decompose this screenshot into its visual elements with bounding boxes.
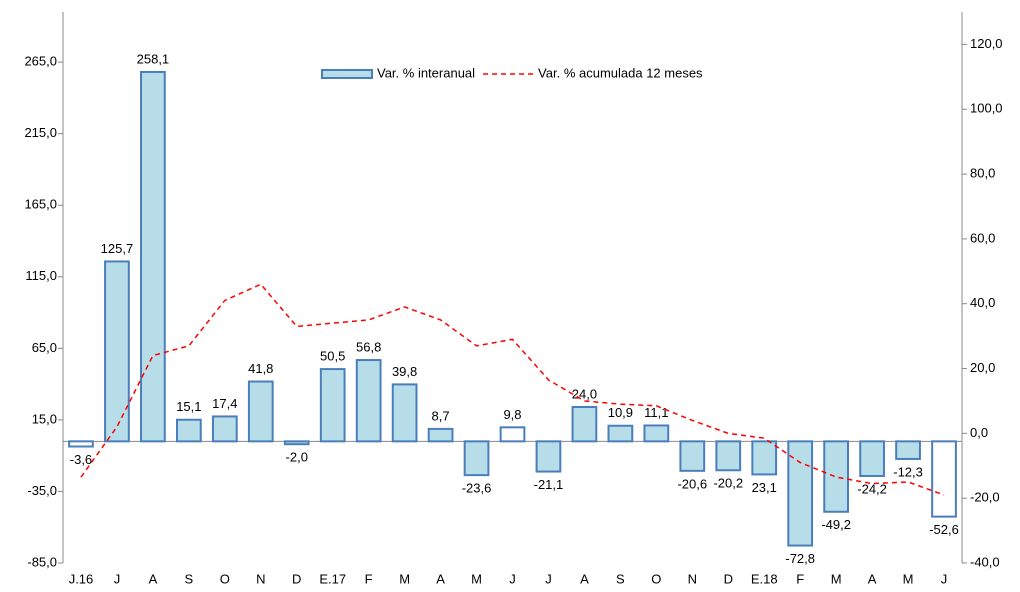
bar	[283, 440, 310, 446]
x-tick-label: O	[220, 571, 230, 586]
y2-tick-label: 120,0	[970, 36, 1003, 51]
line	[80, 283, 945, 496]
x-tick-label: J.16	[69, 571, 94, 586]
bar	[463, 440, 490, 477]
legend-label: Var. % acumulada 12 meses	[538, 65, 703, 80]
bar	[787, 440, 814, 547]
x-tick-label: A	[436, 571, 445, 586]
x-tick-label: M	[903, 571, 914, 586]
x-tick-label: A	[868, 571, 877, 586]
y2-tick-label: 80,0	[970, 165, 995, 180]
data-label: -72,8	[785, 551, 815, 566]
bar	[175, 418, 202, 443]
x-tick-label: F	[365, 571, 373, 586]
y-tick-label: 215,0	[24, 125, 57, 140]
data-label: -20,2	[713, 476, 743, 491]
data-label: -24,2	[857, 481, 887, 496]
legend-swatch	[321, 69, 373, 79]
data-label: 50,5	[320, 349, 345, 364]
x-tick-label: S	[616, 571, 625, 586]
x-tick-label: S	[185, 571, 194, 586]
y2-tick-label: 100,0	[970, 101, 1003, 116]
bar	[859, 440, 885, 477]
bar	[715, 440, 742, 472]
x-tick-label: E.17	[319, 571, 346, 586]
data-label: 41,8	[248, 361, 273, 376]
y2-tick-label: -40,0	[970, 554, 1000, 569]
data-label: -23,6	[462, 481, 492, 496]
data-label: -52,6	[929, 522, 959, 537]
x-tick-label: J	[941, 571, 948, 586]
y2-tick-label: 0,0	[970, 425, 988, 440]
x-tick-label: N	[256, 571, 265, 586]
x-tick-label: J	[114, 571, 121, 586]
data-label: 17,4	[212, 396, 237, 411]
bar	[679, 440, 706, 472]
data-label: -12,3	[893, 464, 923, 479]
y2-tick-label: 40,0	[970, 295, 995, 310]
x-tick-label: A	[149, 571, 158, 586]
data-label: 9,8	[503, 407, 521, 422]
data-label: 24,0	[572, 386, 597, 401]
bar	[499, 426, 526, 443]
y2-tick-label: 60,0	[970, 230, 995, 245]
bar	[104, 260, 130, 443]
bar	[391, 383, 418, 443]
bar	[355, 359, 382, 443]
bar	[140, 70, 166, 443]
data-label: 56,8	[356, 339, 381, 354]
bar	[607, 424, 634, 443]
y-tick-label: -85,0	[27, 554, 57, 569]
x-tick-label: M	[399, 571, 410, 586]
bar	[427, 427, 454, 443]
bar	[247, 380, 274, 443]
bar	[751, 440, 778, 476]
data-label: 11,1	[644, 405, 668, 420]
y-tick-label: -35,0	[27, 483, 57, 498]
data-label: 258,1	[137, 51, 170, 66]
data-label: -21,1	[534, 477, 564, 492]
bar	[68, 440, 94, 448]
bar	[643, 424, 670, 443]
y-tick-label: 165,0	[24, 197, 57, 212]
x-tick-label: N	[688, 571, 697, 586]
data-label: -2,0	[286, 450, 308, 465]
bar	[319, 368, 346, 443]
x-tick-label: E.18	[751, 571, 778, 586]
y-tick-label: 115,0	[25, 268, 57, 283]
x-tick-label: A	[580, 571, 589, 586]
y2-tick-label: 20,0	[970, 360, 995, 375]
y-tick-label: 15,0	[32, 411, 57, 426]
bar	[211, 415, 238, 443]
y-tick-label: 65,0	[32, 340, 57, 355]
x-tick-label: D	[724, 571, 733, 586]
x-tick-label: D	[292, 571, 301, 586]
x-tick-label: F	[796, 571, 804, 586]
bar	[823, 440, 850, 513]
y2-tick-label: -20,0	[970, 490, 1000, 505]
data-label: 125,7	[101, 241, 134, 256]
x-tick-label: M	[471, 571, 482, 586]
bar	[571, 406, 598, 443]
bar	[931, 440, 957, 518]
x-tick-label: J	[545, 571, 552, 586]
bar	[535, 440, 562, 473]
data-label: 8,7	[432, 408, 450, 423]
data-label: -3,6	[70, 452, 92, 467]
x-tick-label: O	[651, 571, 661, 586]
data-label: 10,9	[608, 405, 633, 420]
data-label: -20,6	[677, 476, 707, 491]
y-tick-label: 265,0	[24, 54, 57, 69]
x-tick-label: J	[509, 571, 516, 586]
x-tick-label: M	[831, 571, 842, 586]
data-label: 15,1	[176, 399, 201, 414]
bar	[895, 440, 921, 460]
data-label: 23,1	[752, 480, 777, 495]
legend-label: Var. % interanual	[377, 65, 475, 80]
data-label: 39,8	[392, 364, 417, 379]
data-label: -49,2	[821, 517, 851, 532]
